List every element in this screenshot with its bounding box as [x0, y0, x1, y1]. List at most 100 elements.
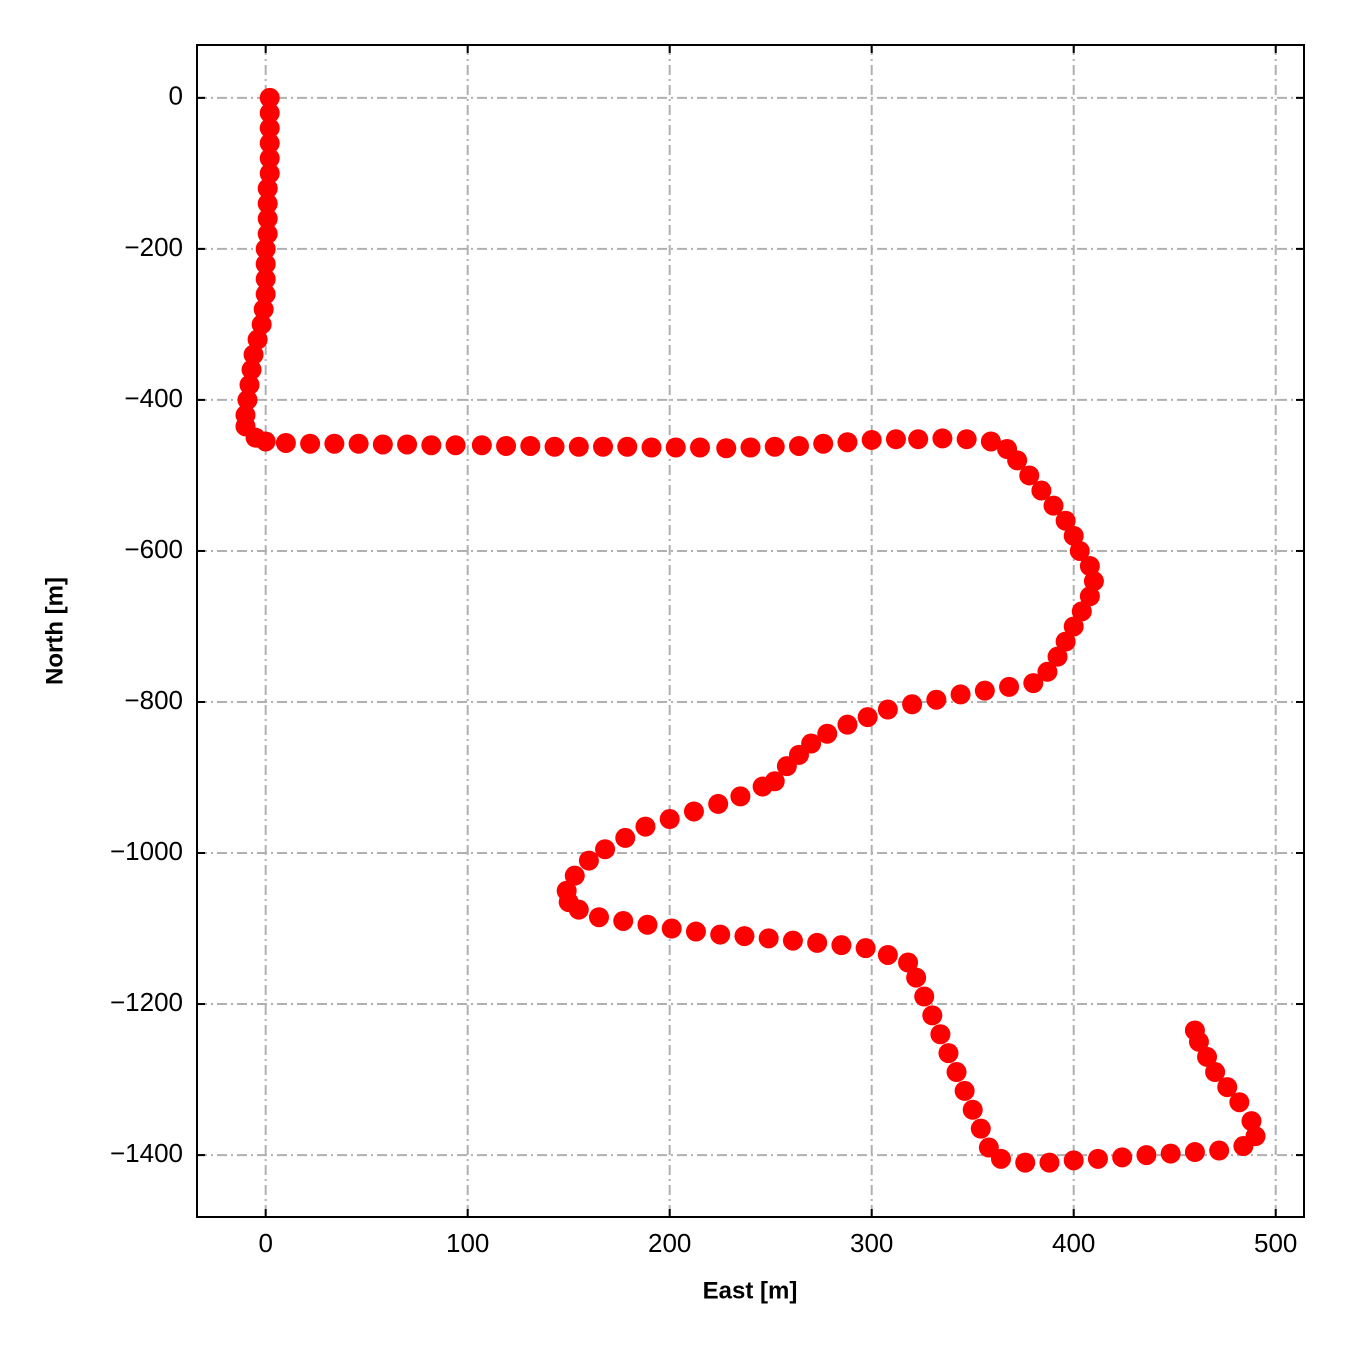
point — [397, 434, 418, 455]
point — [445, 435, 466, 456]
point — [683, 801, 704, 822]
point — [764, 436, 785, 457]
point — [641, 437, 662, 458]
point — [898, 952, 919, 973]
point — [902, 694, 923, 715]
point — [752, 776, 773, 797]
point — [255, 284, 276, 305]
point — [926, 689, 947, 710]
point — [716, 438, 737, 459]
point — [908, 429, 929, 450]
point — [239, 374, 260, 395]
point — [595, 839, 616, 860]
point — [685, 921, 706, 942]
point — [1037, 661, 1058, 682]
point — [956, 429, 977, 450]
point — [568, 899, 589, 920]
point — [259, 148, 280, 169]
x-tick-label: 500 — [1254, 1228, 1297, 1258]
y-tick-label: −600 — [124, 534, 183, 564]
point — [689, 437, 710, 458]
point — [954, 1080, 975, 1101]
point — [588, 907, 609, 928]
point — [1079, 556, 1100, 577]
point — [1209, 1140, 1230, 1161]
point — [782, 930, 803, 951]
point — [877, 699, 898, 720]
point — [1019, 465, 1040, 486]
point — [257, 208, 278, 229]
point — [564, 865, 585, 886]
point — [578, 850, 599, 871]
point — [1043, 495, 1064, 516]
point — [946, 1062, 967, 1083]
point — [1031, 480, 1052, 501]
x-tick-label: 400 — [1052, 1228, 1095, 1258]
point — [496, 435, 517, 456]
point — [708, 793, 729, 814]
y-tick-label: −1000 — [110, 836, 183, 866]
point — [734, 926, 755, 947]
point — [1071, 601, 1092, 622]
point — [1055, 631, 1076, 652]
y-axis-label: North [m] — [41, 577, 68, 685]
point — [259, 133, 280, 154]
point — [259, 102, 280, 123]
point — [1112, 1147, 1133, 1168]
point — [637, 914, 658, 935]
point — [950, 684, 971, 705]
point — [253, 299, 274, 320]
point — [962, 1099, 983, 1120]
point — [568, 436, 589, 457]
point — [613, 910, 634, 931]
point — [1069, 540, 1090, 561]
point — [1047, 646, 1068, 667]
point — [471, 435, 492, 456]
point — [1229, 1092, 1250, 1113]
x-tick-label: 300 — [850, 1228, 893, 1258]
point — [831, 935, 852, 956]
point — [1023, 673, 1044, 694]
point — [861, 429, 882, 450]
x-axis-label: East [m] — [703, 1277, 798, 1304]
point — [259, 118, 280, 139]
point — [257, 193, 278, 214]
point — [932, 428, 953, 449]
point — [1217, 1077, 1238, 1098]
point — [1083, 571, 1104, 592]
point — [635, 816, 656, 837]
point — [914, 986, 935, 1007]
point — [817, 723, 838, 744]
point — [758, 928, 779, 949]
point — [1160, 1143, 1181, 1164]
point — [837, 432, 858, 453]
point — [421, 435, 442, 456]
point — [710, 924, 731, 945]
point — [1184, 1020, 1205, 1041]
point — [730, 786, 751, 807]
plot-frame — [196, 44, 1305, 1218]
point — [1197, 1046, 1218, 1067]
point — [1039, 1152, 1060, 1173]
point — [1063, 1150, 1084, 1171]
point — [1241, 1111, 1262, 1132]
point — [938, 1043, 959, 1064]
point — [930, 1024, 951, 1045]
point — [255, 269, 276, 290]
x-tick-label: 100 — [446, 1228, 489, 1258]
point — [974, 680, 995, 701]
y-tick-label: −200 — [124, 232, 183, 262]
point — [837, 714, 858, 735]
point — [300, 433, 321, 454]
point — [241, 359, 262, 380]
point — [855, 938, 876, 959]
point — [259, 87, 280, 108]
point — [520, 435, 541, 456]
point — [877, 944, 898, 965]
point — [259, 163, 280, 184]
y-tick-label: −1400 — [110, 1138, 183, 1168]
point — [247, 329, 268, 350]
point — [243, 344, 264, 365]
point — [1136, 1145, 1157, 1166]
point — [999, 676, 1020, 697]
